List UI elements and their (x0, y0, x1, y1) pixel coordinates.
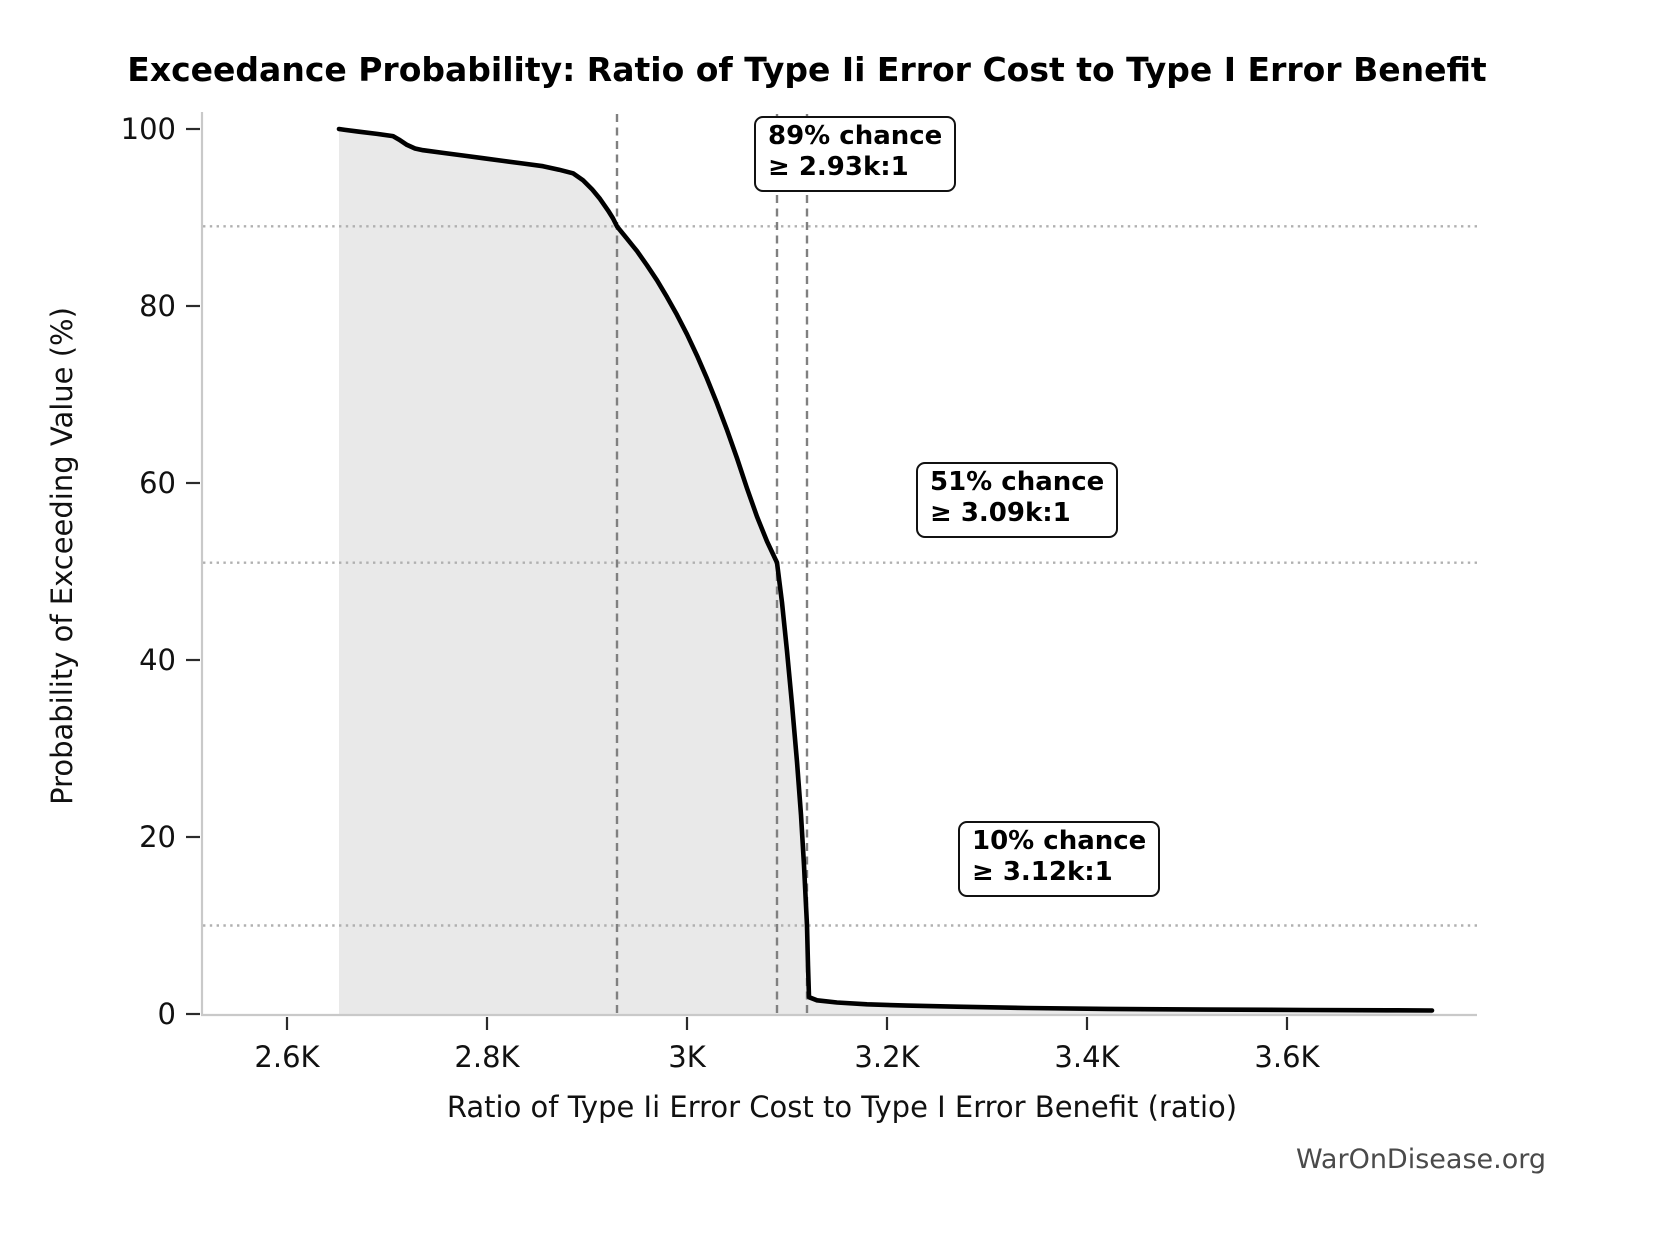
area-fill (339, 129, 1432, 1014)
y-tick-label-60: 60 (139, 466, 176, 500)
annotation-51pct-line1: 51% chance (930, 467, 1105, 497)
x-tick-label-3.2K: 3.2K (854, 1040, 920, 1074)
annotation-89pct: 89% chance ≥ 2.93k:1 (754, 116, 957, 192)
chart-title: Exceedance Probability: Ratio of Type Ii… (127, 50, 1487, 89)
watermark: WarOnDisease.org (1295, 1144, 1546, 1175)
annotation-51pct: 51% chance ≥ 3.09k:1 (916, 462, 1119, 538)
annotation-10pct: 10% chance ≥ 3.12k:1 (958, 821, 1161, 897)
annotation-89pct-line2: ≥ 2.93k:1 (768, 152, 909, 182)
y-tick-label-40: 40 (139, 643, 176, 677)
annotation-51pct-line2: ≥ 3.09k:1 (930, 498, 1071, 528)
x-tick-label-3.4K: 3.4K (1054, 1040, 1120, 1074)
x-tick-label-2.6K: 2.6K (254, 1040, 320, 1074)
x-axis-label: Ratio of Type Ii Error Cost to Type I Er… (446, 1090, 1238, 1124)
x-tick-label-3K: 3K (668, 1040, 706, 1074)
annotation-10pct-line2: ≥ 3.12k:1 (972, 857, 1113, 887)
annotation-10pct-line1: 10% chance (972, 826, 1147, 856)
y-tick-label-100: 100 (120, 112, 176, 146)
annotation-89pct-line1: 89% chance (768, 121, 943, 151)
y-tick-label-20: 20 (139, 820, 176, 854)
x-tick-label-3.6K: 3.6K (1254, 1040, 1320, 1074)
y-tick-label-80: 80 (139, 289, 176, 323)
y-tick-label-0: 0 (157, 997, 176, 1031)
x-tick-label-2.8K: 2.8K (454, 1040, 520, 1074)
exceedance-curve (336, 126, 1435, 1013)
